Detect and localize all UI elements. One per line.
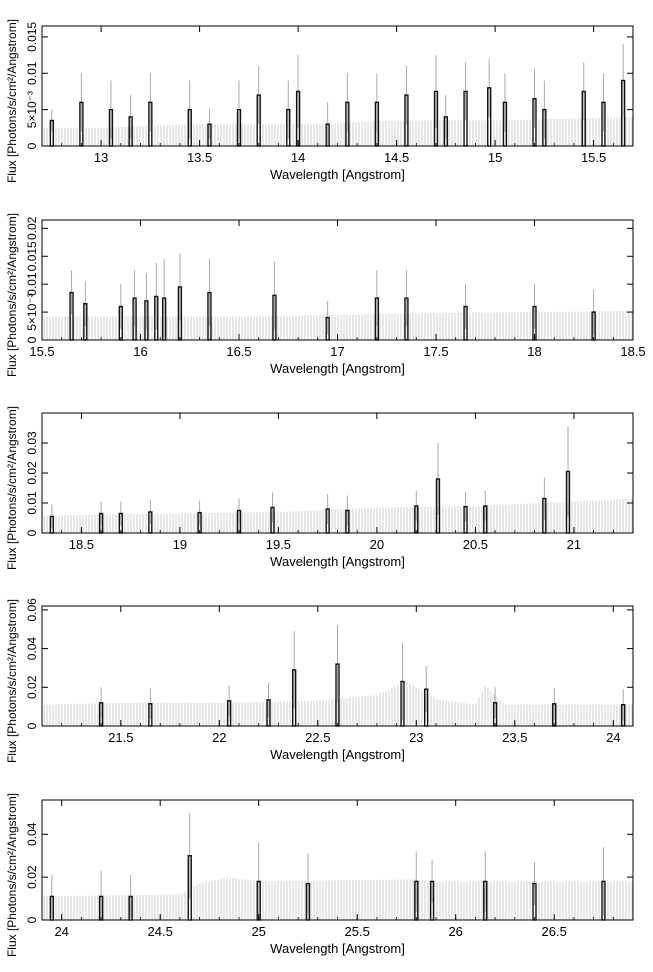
panel-4: Flux [Photons/s/cm²/Angstrom] Wavelength… — [5, 598, 634, 763]
y-tick-label: 5×10⁻³ — [25, 293, 39, 330]
x-tick-label: 25.5 — [345, 924, 370, 939]
x-tick-label: 17.5 — [423, 344, 448, 359]
y-tick-label: 0.015 — [25, 22, 39, 52]
y-tick-label: 0.04 — [25, 637, 39, 661]
y-tick-label: 0.01 — [25, 61, 39, 85]
y-axis-label: Flux [Photons/s/cm²/Angstrom] — [5, 19, 19, 183]
x-tick-label: 24 — [606, 730, 620, 745]
x-axis-label: Wavelength [Angstrom] — [270, 747, 405, 762]
x-axis-label: Wavelength [Angstrom] — [270, 941, 405, 956]
x-tick-label: 19.5 — [266, 537, 291, 552]
x-tick-label: 16.5 — [226, 344, 251, 359]
y-tick-label: 0.01 — [25, 272, 39, 296]
y-tick-label: 5×10⁻³ — [25, 91, 39, 128]
panel-2: Flux [Photons/s/cm²/Angstrom] Wavelength… — [5, 213, 646, 377]
x-axis-label: Wavelength [Angstrom] — [270, 361, 405, 376]
y-axis-label: Flux [Photons/s/cm²/Angstrom] — [5, 793, 19, 957]
y-tick-label: 0 — [25, 722, 39, 729]
y-tick-label: 0.01 — [25, 491, 39, 515]
y-tick-label: 0.015 — [25, 241, 39, 271]
x-tick-label: 19 — [173, 537, 187, 552]
y-tick-label: 0.02 — [25, 675, 39, 699]
y-tick-label: 0.06 — [25, 598, 39, 622]
y-axis-label: Flux [Photons/s/cm²/Angstrom] — [5, 213, 19, 377]
x-tick-label: 21.5 — [108, 730, 133, 745]
y-tick-label: 0.03 — [25, 431, 39, 455]
y-axis-label: Flux [Photons/s/cm²/Angstrom] — [5, 599, 19, 763]
y-tick-label: 0.02 — [25, 216, 39, 240]
x-tick-label: 15.5 — [581, 150, 606, 165]
panel-1: Flux [Photons/s/cm²/Angstrom] Wavelength… — [5, 19, 634, 183]
x-tick-label: 20.5 — [463, 537, 488, 552]
y-tick-label: 0 — [25, 142, 39, 149]
x-tick-label: 18.5 — [620, 344, 645, 359]
x-tick-label: 24 — [54, 924, 68, 939]
x-tick-label: 23.5 — [502, 730, 527, 745]
x-tick-label: 14 — [291, 150, 305, 165]
y-axis-label: Flux [Photons/s/cm²/Angstrom] — [5, 406, 19, 570]
x-tick-label: 18.5 — [69, 537, 94, 552]
x-tick-label: 24.5 — [148, 924, 173, 939]
x-tick-label: 26.5 — [542, 924, 567, 939]
y-tick-label: 0 — [25, 916, 39, 923]
x-axis-label: Wavelength [Angstrom] — [270, 167, 405, 182]
x-tick-label: 21 — [567, 537, 581, 552]
y-tick-label: 0 — [25, 529, 39, 536]
x-tick-label: 14.5 — [384, 150, 409, 165]
x-tick-label: 25 — [251, 924, 265, 939]
x-tick-label: 15.5 — [29, 344, 54, 359]
x-tick-label: 18 — [527, 344, 541, 359]
x-tick-label: 20 — [370, 537, 384, 552]
x-tick-label: 22 — [212, 730, 226, 745]
panel-3: Flux [Photons/s/cm²/Angstrom] Wavelength… — [5, 406, 634, 570]
panel-5: Flux [Photons/s/cm²/Angstrom] Wavelength… — [5, 793, 634, 957]
x-tick-label: 13.5 — [187, 150, 212, 165]
y-tick-label: 0.02 — [25, 461, 39, 485]
model-envelope — [43, 310, 633, 340]
x-tick-label: 13 — [94, 150, 108, 165]
x-tick-label: 22.5 — [305, 730, 330, 745]
y-tick-label: 0.02 — [25, 865, 39, 889]
x-axis-label: Wavelength [Angstrom] — [270, 554, 405, 569]
y-tick-label: 0 — [25, 336, 39, 343]
x-tick-label: 16 — [133, 344, 147, 359]
x-tick-label: 23 — [409, 730, 423, 745]
x-tick-label: 15 — [488, 150, 502, 165]
x-tick-label: 26 — [448, 924, 462, 939]
y-tick-label: 0.04 — [25, 822, 39, 846]
x-tick-label: 17 — [330, 344, 344, 359]
model-envelope — [43, 498, 633, 533]
